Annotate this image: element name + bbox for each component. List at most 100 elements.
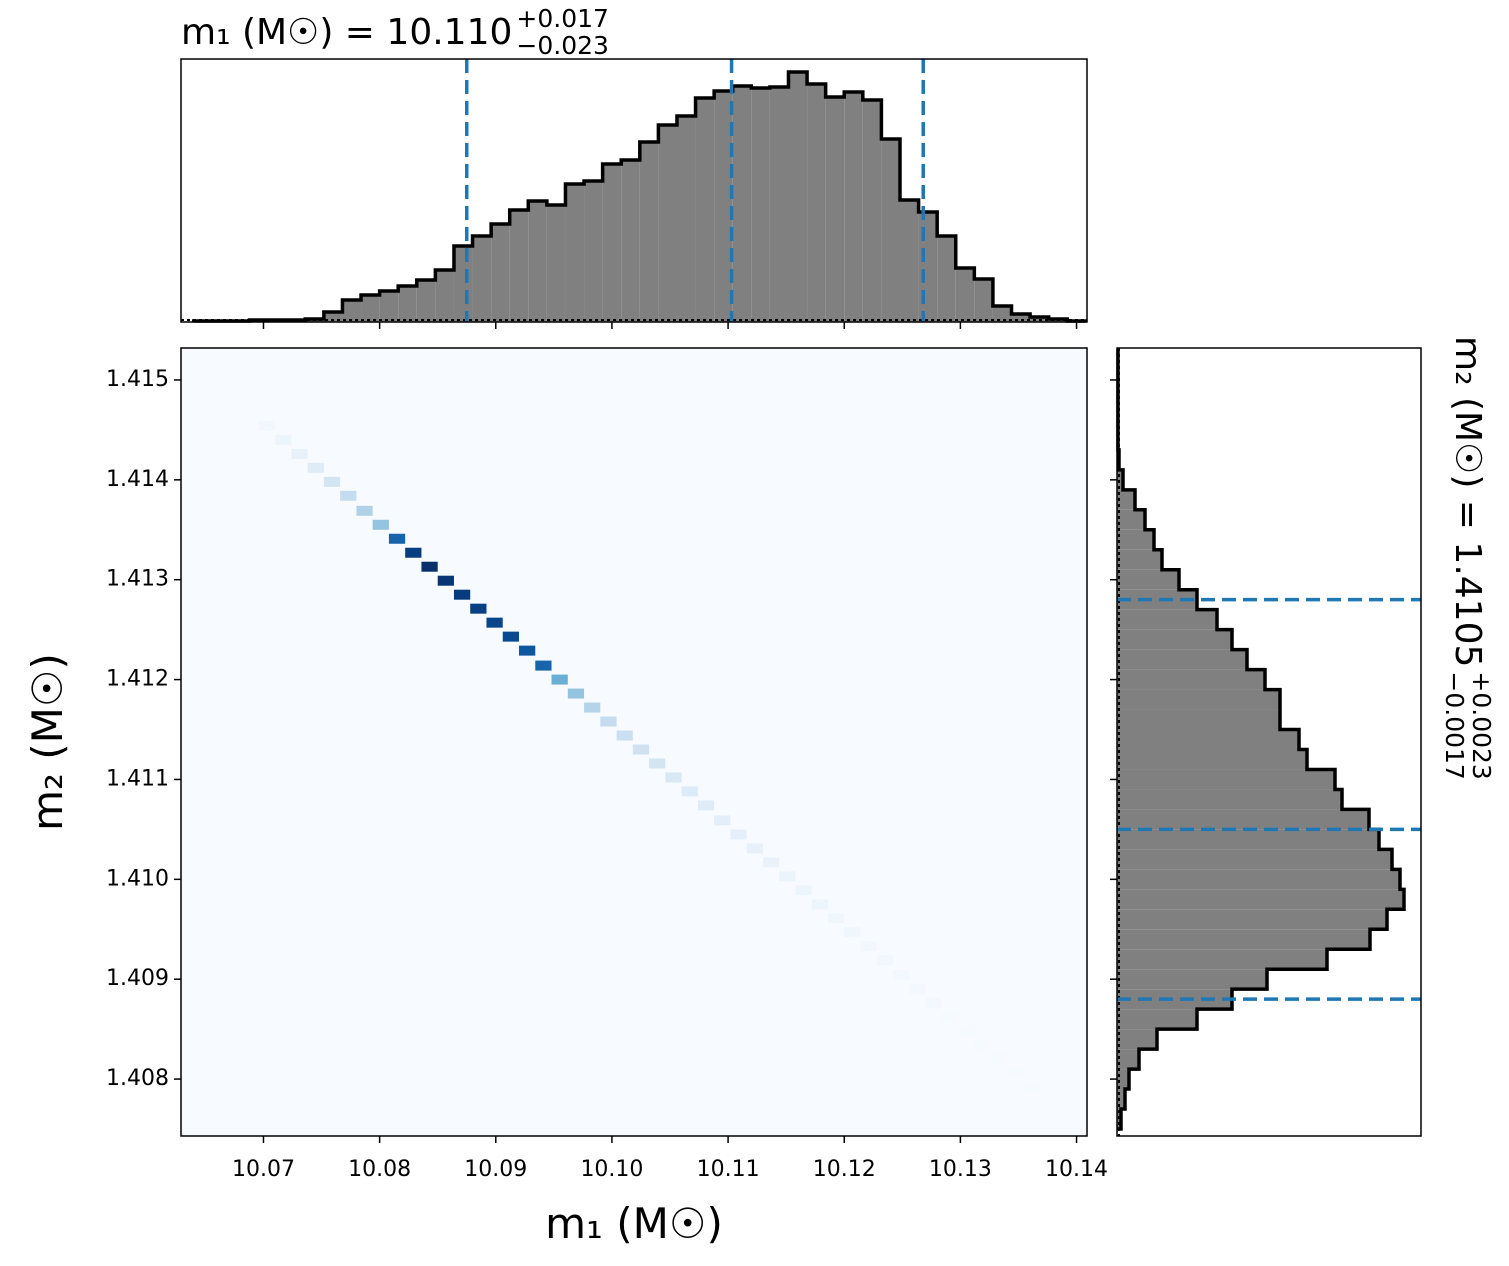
hist2d-cell — [779, 871, 796, 882]
panel-frame — [180, 347, 1088, 1137]
hist2d-cell — [746, 843, 763, 854]
hist2d-cell — [990, 1054, 1007, 1065]
histogram-bar — [1117, 949, 1327, 970]
hist2d-cell — [860, 941, 877, 952]
hist2d-cell — [307, 462, 324, 473]
y-tick-label: 1.413 — [106, 567, 169, 592]
x-tick-label: 10.11 — [697, 1157, 760, 1182]
title-group: m₂ (M☉) = 1.4105 +0.0023−0.0017 — [1440, 336, 1496, 780]
hist2d-cell — [291, 448, 308, 459]
hist2d-cell — [340, 490, 357, 501]
histogram-bar — [937, 236, 956, 322]
panel-frame — [1116, 347, 1422, 1137]
histogram-bar — [862, 100, 882, 322]
hist2d-cell — [1023, 1082, 1040, 1093]
hist2d-cell — [909, 984, 926, 995]
panel-title: m₂ (M☉) = 1.4105 — [1447, 336, 1488, 667]
x-tick-label: 10.09 — [464, 1157, 527, 1182]
title-lower: −0.0017 — [1440, 671, 1469, 779]
histogram-bar — [1117, 1089, 1125, 1110]
histogram-outline — [192, 70, 1088, 323]
histogram-bar — [1117, 869, 1400, 890]
histogram-bar — [1117, 529, 1154, 550]
hist2d-cell — [697, 800, 715, 811]
histogram-bar — [1117, 1009, 1197, 1030]
histogram-bar — [825, 97, 845, 322]
histogram-bar — [1117, 489, 1135, 510]
histogram-bar — [676, 116, 696, 322]
histogram-bar — [751, 88, 770, 322]
histogram-bar — [1117, 569, 1179, 590]
hist2d-cell — [925, 998, 942, 1009]
hist2d-cell — [551, 674, 568, 685]
histogram-bar — [361, 295, 380, 322]
histogram-bar — [1117, 589, 1197, 610]
title-upper: +0.017 — [516, 4, 609, 33]
hist2d-cell — [714, 815, 731, 826]
histogram-bar — [918, 212, 938, 322]
hist2d-cell — [275, 434, 292, 445]
x-tick-label: 10.13 — [929, 1157, 992, 1182]
hist2d-cell — [844, 927, 861, 938]
histogram-bar — [472, 236, 492, 322]
hist2d-cell — [876, 955, 894, 966]
histogram-bar — [1117, 1029, 1157, 1050]
histogram-bar — [1117, 969, 1267, 990]
hist2d-cell — [519, 645, 536, 656]
y-tick-label: 1.408 — [106, 1066, 169, 1091]
y-tick-label: 1.409 — [106, 966, 169, 991]
x-tick-label: 10.14 — [1045, 1157, 1108, 1182]
histogram-bar — [565, 184, 585, 322]
histogram-bar — [342, 300, 362, 322]
histogram-bar — [584, 181, 603, 322]
histogram-bar — [955, 268, 975, 322]
histogram-bar — [1117, 909, 1387, 930]
histogram-bar — [899, 200, 919, 322]
histogram-bar — [974, 279, 993, 322]
hist2d-cell — [486, 617, 503, 628]
hist2d-cell — [388, 533, 406, 544]
x-tick-label: 10.08 — [348, 1157, 411, 1182]
histogram-bar — [844, 92, 863, 322]
histogram-bar — [1117, 629, 1232, 650]
hist2d-cell — [762, 857, 780, 868]
histogram-bar — [1117, 749, 1307, 770]
hist2d-cell — [323, 476, 341, 487]
histogram-bar — [1117, 809, 1369, 830]
histogram-bar — [639, 142, 659, 322]
hist2d-cell — [827, 913, 845, 924]
title-group: m₁ (M☉) = 10.110 +0.017−0.023 — [181, 4, 609, 60]
y-tick-label: 1.414 — [106, 467, 169, 492]
histogram-bar — [695, 98, 715, 322]
histogram-bar — [1117, 689, 1280, 710]
histogram-bar — [1117, 929, 1370, 950]
hist2d-cell — [600, 716, 617, 727]
histogram-bar — [714, 91, 733, 322]
histogram-bar — [1117, 729, 1299, 750]
histogram-bar — [528, 201, 547, 322]
hist2d-cell — [681, 786, 698, 797]
histogram-bar — [992, 306, 1012, 322]
histogram-bar — [807, 84, 826, 322]
hist2d-cell — [584, 702, 601, 713]
y-tick-label: 1.410 — [106, 866, 169, 891]
hist2d-cell — [258, 420, 276, 431]
panel-title: m₁ (M☉) = 10.110 — [181, 12, 512, 53]
y-tick-label: 1.412 — [106, 667, 169, 692]
x-tick-label: 10.10 — [580, 1157, 643, 1182]
hist2d-cell — [632, 744, 650, 755]
histogram-bar — [546, 205, 566, 322]
hist2d-cell — [649, 758, 666, 769]
histogram-bar — [788, 72, 808, 322]
hist2d-cell — [941, 1012, 959, 1023]
hist2d-cell — [421, 561, 438, 572]
histogram-bar — [769, 87, 789, 322]
histogram-bar — [1117, 849, 1392, 870]
hist2d-cell — [974, 1040, 991, 1051]
histogram-bar — [621, 160, 640, 322]
hist2d-cell — [795, 885, 812, 896]
histogram-bar — [1117, 609, 1217, 630]
x-tick-label: 10.07 — [232, 1157, 295, 1182]
